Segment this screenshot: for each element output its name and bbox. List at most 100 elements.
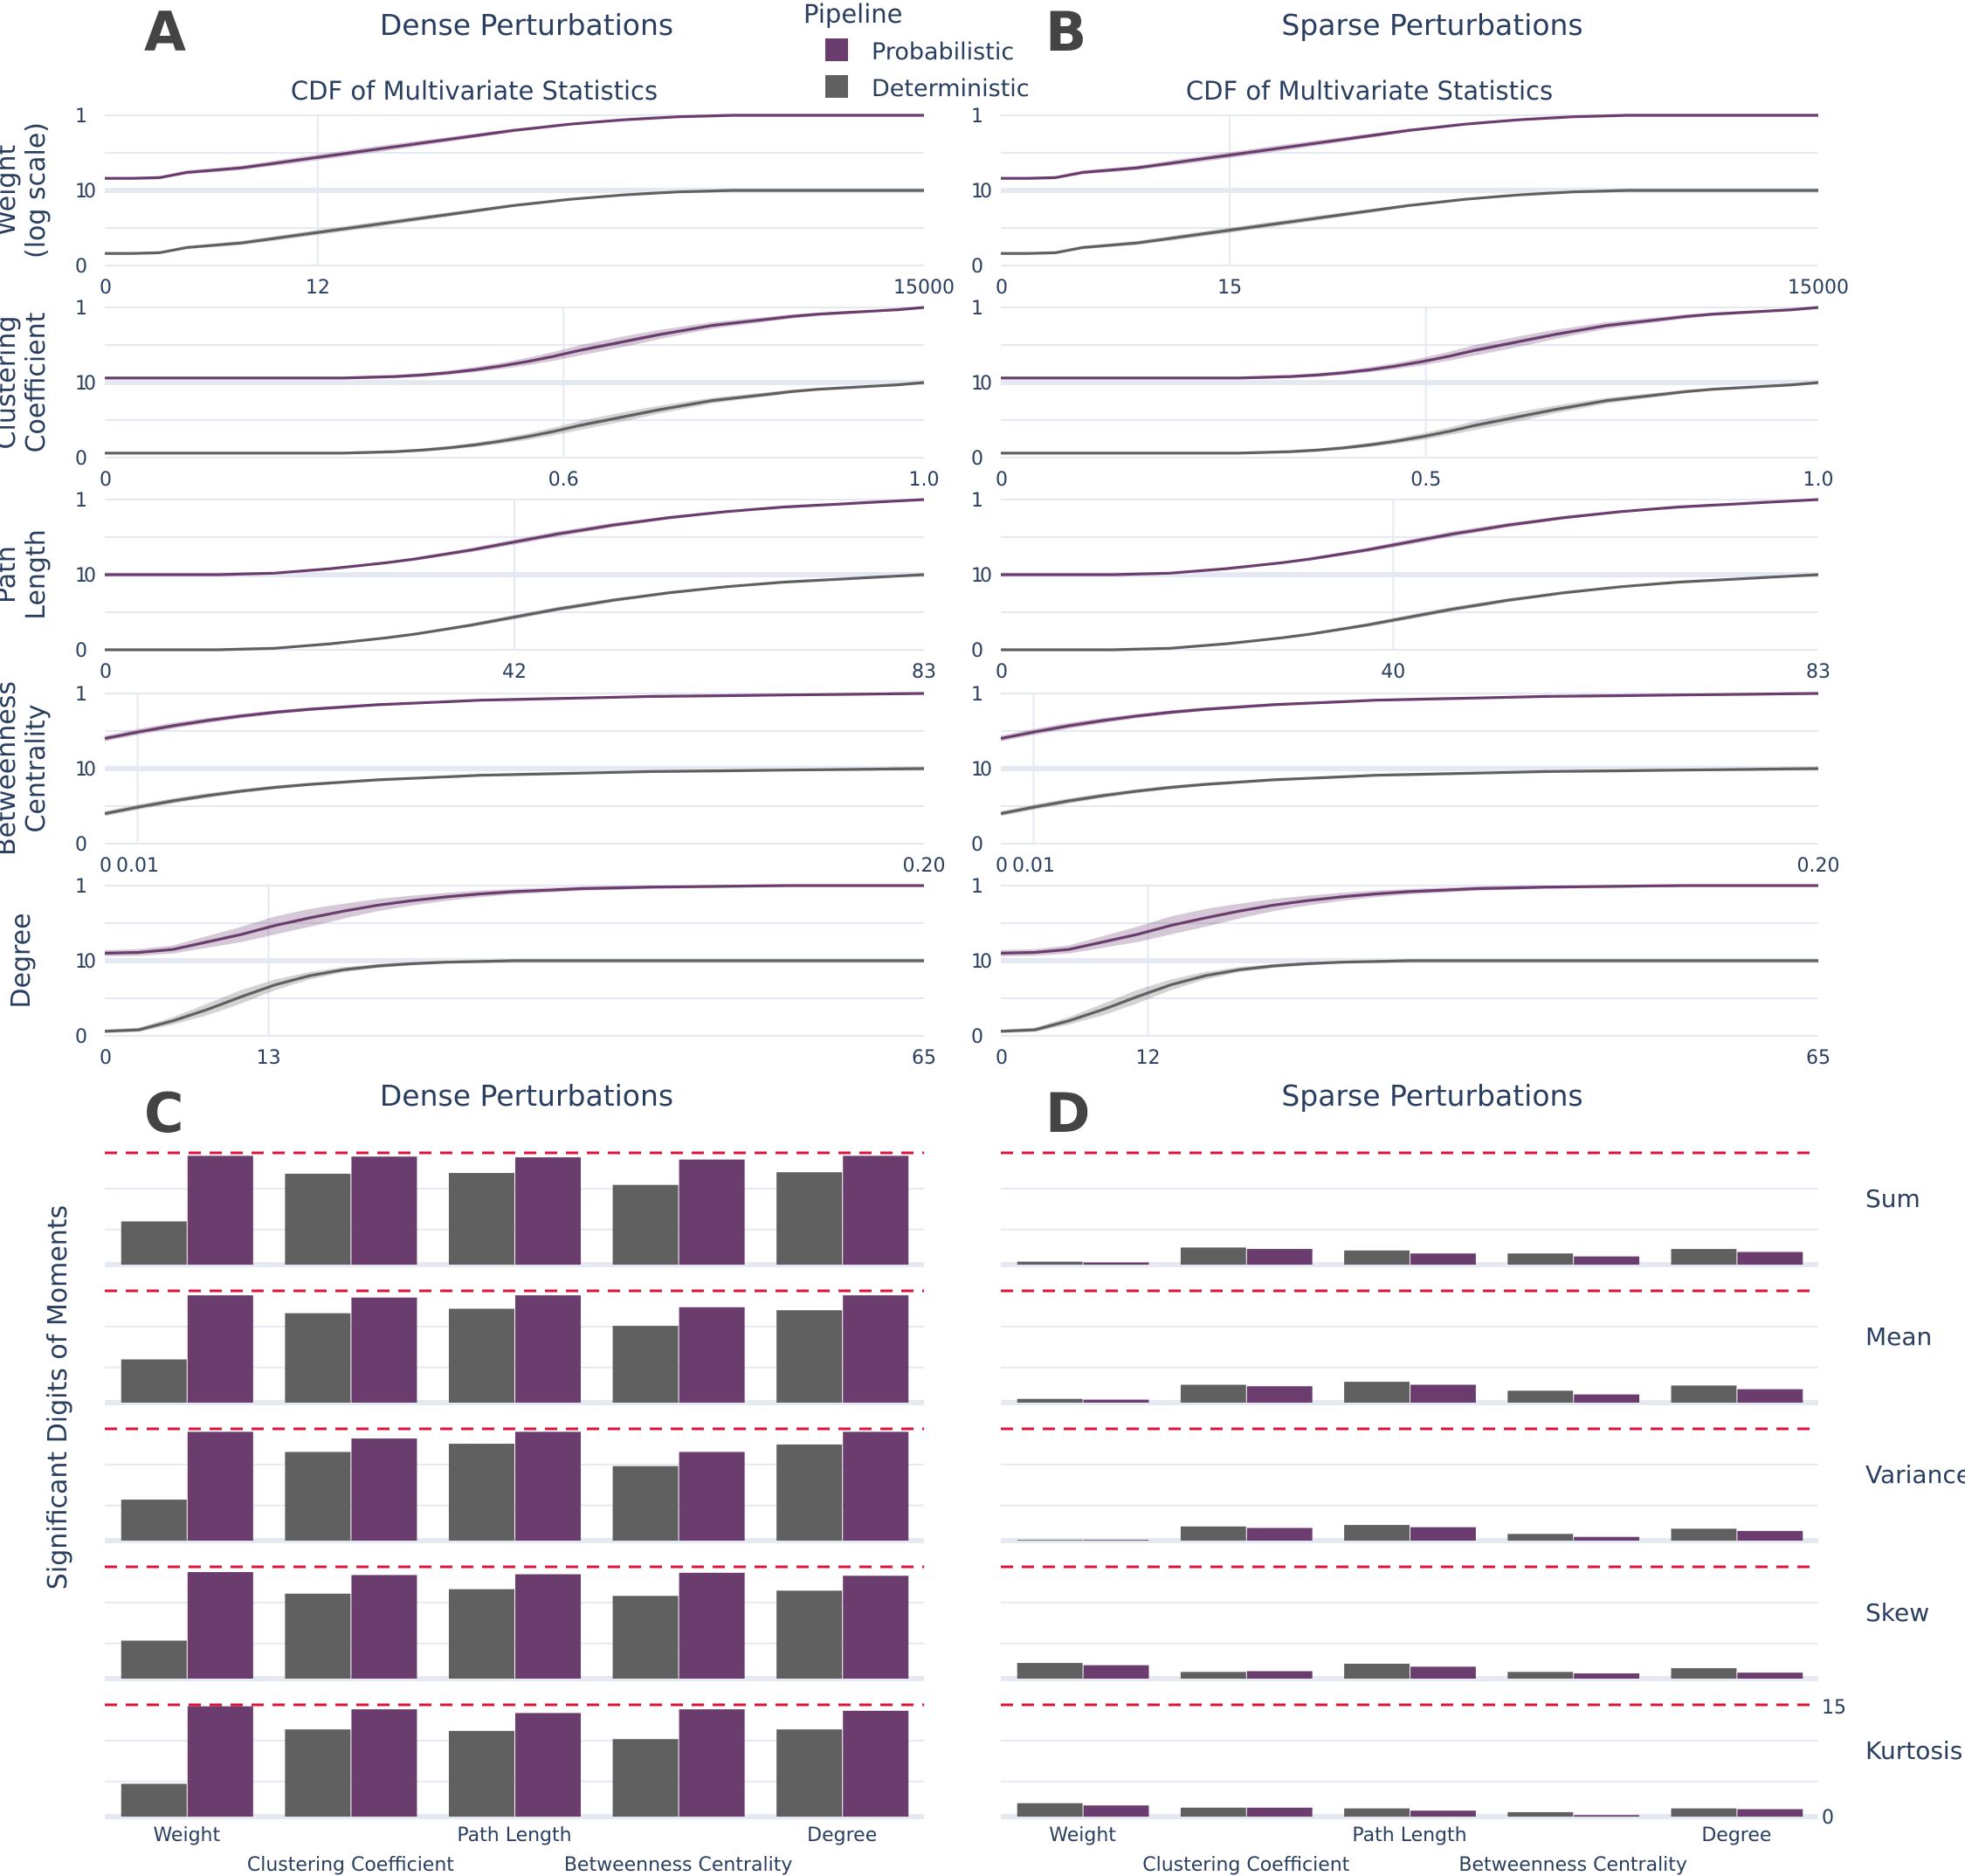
- x-tick-label: 0.5: [1410, 469, 1441, 491]
- bar-deterministic: [1671, 1808, 1737, 1817]
- bar-probabilistic: [1410, 1527, 1476, 1541]
- bar-probabilistic: [1083, 1399, 1149, 1403]
- deterministic-band: [1001, 383, 1818, 455]
- deterministic-line: [105, 189, 924, 255]
- bar-probabilistic: [351, 1156, 417, 1265]
- probabilistic-line: [105, 306, 925, 380]
- deterministic-line: [1000, 767, 1819, 816]
- bar-row-c-sum: [105, 1151, 924, 1267]
- bar-probabilistic: [187, 1706, 253, 1817]
- bar-deterministic: [448, 1589, 514, 1679]
- row-axis-label: Length: [21, 529, 52, 619]
- bar-deterministic: [448, 1308, 514, 1403]
- bar-probabilistic: [679, 1307, 745, 1403]
- bar-probabilistic: [1083, 1262, 1149, 1265]
- y-tick-label: 0: [84, 759, 96, 781]
- moment-label: Variance: [1865, 1460, 1965, 1489]
- bar-deterministic: [1017, 1803, 1083, 1817]
- category-label: Betweenness Centrality: [564, 1854, 793, 1876]
- panel-letter-d: D: [1045, 1081, 1090, 1145]
- bar-probabilistic: [1737, 1809, 1803, 1817]
- bar-probabilistic: [1574, 1815, 1640, 1817]
- deterministic-line: [105, 381, 925, 455]
- deterministic-line: [1000, 959, 1818, 1033]
- bar-row-d-skew: Skew: [1001, 1565, 1929, 1681]
- probabilistic-line: [104, 884, 924, 955]
- y-tick-label: 1: [971, 490, 983, 512]
- bar-probabilistic: [679, 1572, 745, 1679]
- probabilistic-band: [105, 886, 924, 956]
- panel-letter-b: B: [1045, 0, 1086, 64]
- row-axis-label: Path: [0, 546, 22, 603]
- bar-deterministic: [121, 1783, 187, 1817]
- probabilistic-line: [1001, 498, 1819, 576]
- row-axis-label: (log scale): [21, 122, 52, 259]
- bar-deterministic: [776, 1172, 843, 1265]
- probabilistic-line: [104, 692, 925, 741]
- deterministic-line: [1001, 573, 1819, 652]
- x-tick-label: 12: [306, 277, 330, 299]
- y-tick-label: 1: [971, 759, 983, 781]
- bar-deterministic: [1180, 1807, 1246, 1817]
- bar-deterministic: [121, 1221, 187, 1265]
- bar-deterministic: [1344, 1250, 1410, 1265]
- category-label: Weight: [153, 1824, 220, 1846]
- bar-deterministic: [776, 1444, 843, 1541]
- y-tick-label: 1: [971, 106, 983, 128]
- y-tick-label: 1: [75, 951, 87, 973]
- bar-row-d-kurtosis: Kurtosis: [1001, 1703, 1962, 1819]
- moment-label: Kurtosis: [1865, 1736, 1962, 1765]
- x-tick-label: 83: [912, 661, 936, 683]
- row-axis-label: Coefficient: [21, 312, 52, 452]
- bar-row-d-variance: Variance: [1001, 1427, 1965, 1543]
- bar-probabilistic: [1737, 1252, 1803, 1265]
- x-tick-label: 65: [912, 1047, 936, 1069]
- deterministic-line: [104, 767, 925, 816]
- bar-probabilistic: [1737, 1530, 1803, 1541]
- bar-y-tick-top: 15: [1822, 1697, 1846, 1719]
- bar-deterministic: [1344, 1525, 1410, 1541]
- bar-deterministic: [1507, 1534, 1574, 1541]
- x-tick-label: 0: [100, 855, 112, 877]
- bar-deterministic: [776, 1590, 843, 1679]
- bar-probabilistic: [351, 1297, 417, 1403]
- probabilistic-band: [1001, 886, 1818, 956]
- y-tick-label: 1: [971, 876, 983, 898]
- y-tick-label: 1: [971, 373, 983, 395]
- bar-probabilistic: [351, 1575, 417, 1679]
- bar-probabilistic: [1410, 1810, 1476, 1817]
- category-label: Path Length: [457, 1824, 571, 1846]
- bar-probabilistic: [843, 1710, 909, 1817]
- bar-probabilistic: [515, 1713, 582, 1817]
- y-tick-label: 0: [75, 1026, 87, 1048]
- bar-probabilistic: [1574, 1673, 1640, 1679]
- deterministic-band: [1001, 961, 1818, 1033]
- bar-probabilistic: [515, 1574, 582, 1679]
- bar-probabilistic: [515, 1157, 582, 1265]
- bar-probabilistic: [843, 1576, 909, 1679]
- x-tick-label: 1.0: [1803, 469, 1834, 491]
- bar-probabilistic: [679, 1452, 745, 1541]
- bar-deterministic: [121, 1640, 187, 1679]
- bar-deterministic: [1507, 1253, 1574, 1265]
- x-tick-label: 1.0: [909, 469, 940, 491]
- bar-deterministic: [776, 1310, 843, 1403]
- bar-probabilistic: [843, 1155, 909, 1265]
- bar-deterministic: [1180, 1672, 1246, 1679]
- probabilistic-line: [1000, 692, 1819, 741]
- x-tick-label: 0: [996, 469, 1008, 491]
- y-tick-label: 0: [75, 834, 87, 856]
- bar-row-d-sum: Sum: [1001, 1151, 1920, 1267]
- legend-swatch-probabilistic: [825, 38, 848, 61]
- x-tick-label: 0: [100, 469, 112, 491]
- x-tick-label: 0: [996, 855, 1008, 877]
- bar-deterministic: [1344, 1382, 1410, 1403]
- panel-b-subtitle: CDF of Multivariate Statistics: [1186, 76, 1553, 106]
